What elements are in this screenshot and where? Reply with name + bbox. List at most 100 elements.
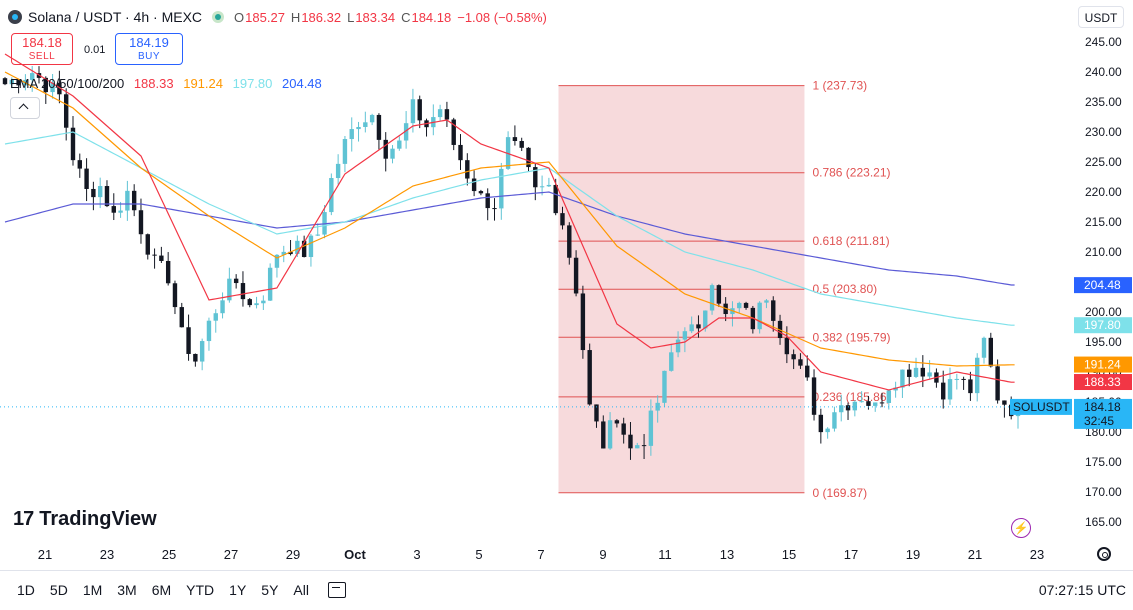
candle-body: [594, 404, 599, 422]
candle-body: [179, 307, 184, 328]
y-tick-label: 165.00: [1085, 515, 1122, 529]
x-tick-label: 9: [599, 547, 606, 562]
candle-body: [832, 412, 837, 429]
candle-body: [716, 285, 722, 304]
candle-body: [240, 283, 246, 300]
spread-value: 0.01: [84, 44, 106, 56]
candle-body: [791, 354, 796, 360]
chart-header: Solana / USDT · 4h · MEXC O185.27 H186.3…: [8, 6, 547, 28]
settings-gear-icon[interactable]: [1097, 547, 1111, 561]
candle-body: [961, 378, 966, 380]
x-tick-label: Oct: [344, 547, 366, 562]
candle-body: [199, 341, 205, 362]
bolt-icon[interactable]: ⚡: [1011, 518, 1031, 538]
candle-body: [2, 78, 8, 85]
candle-body: [743, 302, 749, 308]
y-tick-label: 235.00: [1085, 95, 1122, 109]
candle-body: [546, 184, 552, 187]
candle-body: [927, 372, 932, 377]
y-tick-label: 175.00: [1085, 455, 1122, 469]
range-1m[interactable]: 1M: [82, 581, 103, 598]
candle-body: [50, 82, 55, 93]
candle-body: [233, 278, 239, 284]
range-1d[interactable]: 1D: [17, 581, 35, 598]
countdown-label: 32:45: [1084, 414, 1114, 428]
range-5d[interactable]: 5D: [49, 581, 68, 598]
candle-body: [43, 77, 48, 93]
candle-body: [907, 369, 912, 377]
candle-body: [125, 190, 130, 211]
date-range-icon[interactable]: [327, 581, 346, 598]
candle-body: [159, 255, 164, 261]
utc-clock[interactable]: 07:27:15 UTC: [1038, 582, 1126, 598]
range-ytd[interactable]: YTD: [186, 581, 215, 598]
ohlc-open: O185.27: [234, 9, 285, 25]
y-tick-label: 200.00: [1085, 305, 1122, 319]
fib-level-label: 0.5 (203.80): [812, 282, 877, 296]
candle-body: [573, 257, 579, 294]
range-1y[interactable]: 1Y: [229, 581, 247, 598]
candle-body: [104, 186, 110, 207]
candle-body: [478, 191, 484, 194]
candle-body: [519, 141, 524, 148]
candle-body: [383, 139, 388, 159]
candle-body: [131, 190, 137, 211]
y-tick-label: 195.00: [1085, 335, 1122, 349]
tradingview-logo[interactable]: 17 TradingView: [13, 508, 157, 531]
candle-body: [458, 144, 463, 161]
price-tag: [1074, 374, 1132, 391]
x-tick-label: 29: [286, 547, 300, 562]
solana-icon: [8, 10, 22, 24]
candle-body: [261, 300, 266, 304]
candle-body: [77, 160, 82, 169]
x-tick-label: 5: [475, 547, 482, 562]
candle-body: [274, 254, 280, 268]
candle-body: [703, 310, 708, 329]
candle-body: [533, 167, 538, 188]
ohlc-high: H186.32: [290, 9, 342, 25]
sell-label: SELL: [28, 51, 56, 62]
y-tick-label: 245.00: [1085, 35, 1122, 49]
symbol-title[interactable]: Solana / USDT · 4h · MEXC: [28, 9, 203, 25]
candle-body: [988, 337, 994, 367]
range-5y[interactable]: 5Y: [261, 581, 279, 598]
candle-body: [451, 119, 456, 145]
sell-button[interactable]: 184.18 SELL: [11, 33, 73, 65]
candle-body: [601, 421, 606, 449]
candle-body: [764, 300, 769, 303]
range-all[interactable]: All: [293, 581, 309, 598]
candle-body: [465, 160, 470, 179]
ema100-value: 197.80: [232, 76, 273, 91]
candle-body: [669, 352, 674, 371]
candle-body: [798, 359, 803, 366]
range-6m[interactable]: 6M: [151, 581, 172, 598]
candle-body: [879, 402, 885, 404]
candle-body: [968, 379, 973, 394]
candle-body: [9, 79, 14, 85]
candle-body: [152, 254, 157, 256]
price-tag-label: 204.48: [1084, 278, 1121, 292]
candle-body: [852, 401, 858, 411]
collapse-legend-button[interactable]: [10, 97, 40, 119]
price-change: −1.08 (−0.58%): [457, 9, 547, 25]
ema100-line: [4, 131, 1015, 326]
buy-button[interactable]: 184.19 BUY: [115, 33, 183, 65]
x-tick-label: 25: [162, 547, 176, 562]
ema-legend[interactable]: EMA 20/50/100/200 188.33 191.24 197.80 2…: [10, 76, 328, 91]
candle-body: [376, 114, 382, 140]
candle-body: [805, 365, 810, 378]
candle-body: [628, 434, 633, 449]
range-3m[interactable]: 3M: [117, 581, 137, 598]
ema20-line: [4, 53, 1015, 391]
sell-price: 184.18: [22, 35, 62, 50]
candle-body: [981, 337, 987, 358]
candle-body: [913, 367, 919, 377]
candle-body: [437, 109, 443, 118]
candle-body: [839, 405, 844, 413]
candle-body: [818, 414, 824, 433]
price-tag-label: 191.24: [1084, 358, 1121, 372]
candle-body: [97, 186, 103, 198]
currency-button[interactable]: USDT: [1078, 6, 1124, 28]
candle-body: [165, 260, 171, 284]
